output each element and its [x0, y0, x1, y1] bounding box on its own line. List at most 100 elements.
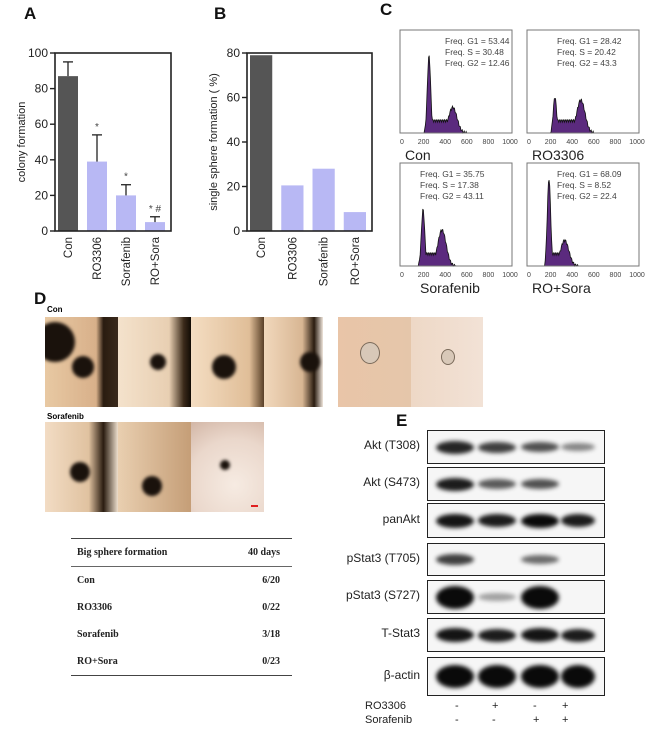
x-tick-label: 1000: [502, 272, 518, 279]
cell: 3/18: [262, 629, 280, 640]
x-tick-label: RO+Sora: [350, 236, 362, 285]
x-tick-label: RO+Sora: [150, 236, 162, 285]
table-header: Big sphere formation 40 days: [71, 539, 292, 567]
x-tick-label: 800: [610, 139, 622, 146]
sphere: [142, 476, 162, 496]
x-tick-label: 600: [588, 272, 600, 279]
y-tick-label: 60: [227, 91, 241, 105]
table-row: RO+Sora 0/23: [71, 648, 292, 675]
blot-band: [561, 443, 595, 451]
treatment-sign: +: [562, 714, 569, 726]
blot-strip: [427, 657, 605, 696]
blot-band: [478, 479, 516, 489]
y-tick-label: 20: [227, 180, 241, 194]
blot-band: [561, 665, 595, 688]
blot-strip: [427, 503, 605, 538]
y-tick-label: 0: [233, 224, 240, 238]
histogram-frame: [526, 162, 640, 267]
blot-row-label: pStat3 (S727): [345, 588, 420, 602]
x-tick-label: Con: [63, 237, 75, 258]
small-sphere: [360, 342, 380, 364]
scale-bar: [251, 505, 258, 507]
blot-band: [521, 585, 559, 609]
sphere: [72, 356, 94, 378]
significance-label: * #: [149, 204, 162, 215]
blot-band: [521, 479, 559, 489]
freq-label: Freq. S = 17.38: [420, 180, 479, 190]
header-cell: 40 days: [248, 547, 280, 558]
histogram-RO3306: [541, 98, 605, 134]
header-cell: Big sphere formation: [77, 547, 168, 558]
y-tick-label: 20: [35, 188, 49, 202]
treatment-label: RO3306: [365, 700, 406, 712]
bar: [116, 195, 136, 231]
cell: 0/23: [262, 656, 280, 667]
blot-row-label: Akt (T308): [363, 438, 420, 452]
panel-b-label: B: [214, 4, 227, 23]
y-tick-label: 40: [227, 135, 241, 149]
freq-label: Freq. G1 = 28.42: [557, 36, 622, 46]
bar: [343, 212, 366, 231]
sphere-image: [411, 317, 483, 407]
blot-band: [478, 665, 516, 688]
y-tick-label: 80: [35, 82, 49, 96]
small-sphere: [441, 349, 455, 365]
histogram-name: RO3306: [532, 147, 584, 163]
blot-band: [521, 628, 559, 642]
con-label: Con: [47, 305, 63, 314]
blot-band: [561, 514, 595, 527]
freq-label: Freq. G1 = 53.44: [445, 36, 510, 46]
histogram-frame: [399, 162, 513, 267]
bar: [87, 161, 107, 231]
treatment-sign: +: [533, 714, 540, 726]
sphere-image: [118, 317, 191, 407]
x-tick-label: 0: [400, 272, 404, 279]
sphere-image: [45, 422, 118, 512]
freq-label: Freq. G2 = 43.3: [557, 58, 617, 68]
histogram-Sorafenib: [414, 208, 478, 267]
sphere-image: [45, 317, 118, 407]
treatment-sign: -: [455, 700, 459, 712]
blot-band: [478, 593, 516, 601]
x-tick-label: 200: [545, 139, 557, 146]
x-tick-label: 600: [461, 272, 473, 279]
y-tick-label: 60: [35, 117, 49, 131]
blot-band: [521, 513, 559, 528]
sphere-image: [338, 317, 411, 407]
table-row: RO3306 0/22: [71, 594, 292, 621]
blot-band: [561, 628, 595, 642]
panel-c-label: C: [380, 0, 393, 19]
sphere: [150, 354, 166, 370]
cell: 0/22: [262, 602, 280, 613]
sphere-image: [191, 422, 264, 512]
histogram-name: Con: [405, 147, 431, 163]
cell: Con: [77, 575, 95, 586]
treatment-sign: -: [533, 700, 537, 712]
blot-band: [436, 554, 474, 565]
blot-strip: [427, 543, 605, 576]
freq-label: Freq. G1 = 35.75: [420, 169, 485, 179]
y-tick-label: 0: [41, 224, 48, 238]
treatment-sign: +: [492, 700, 499, 712]
x-tick-label: 800: [483, 272, 495, 279]
blot-row-label: Akt (S473): [363, 475, 420, 489]
sphere: [220, 460, 230, 470]
blot-band: [521, 665, 559, 688]
blot-band: [478, 628, 516, 642]
sorafenib-label: Sorafenib: [47, 412, 84, 421]
blot-row-label: β-actin: [383, 667, 420, 682]
treatment-sign: +: [562, 700, 569, 712]
x-tick-label: 1000: [502, 139, 518, 146]
panel-e-label: E: [396, 411, 408, 430]
bar: [281, 185, 304, 231]
treatment-label: Sorafenib: [365, 714, 413, 726]
blot-band: [478, 441, 516, 453]
panel-a-label: A: [24, 4, 37, 23]
bar: [312, 168, 335, 231]
sphere-image: [264, 317, 323, 407]
x-tick-label: 1000: [629, 139, 645, 146]
x-tick-label: RO3306: [92, 237, 104, 280]
blot-band: [436, 513, 474, 528]
x-tick-label: 1000: [629, 272, 645, 279]
